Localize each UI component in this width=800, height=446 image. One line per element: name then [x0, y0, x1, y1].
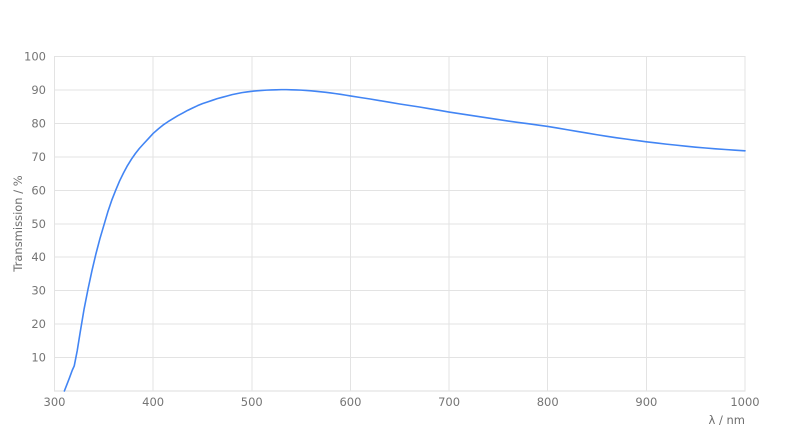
x-tick-label: 500 — [241, 395, 263, 409]
axis-tick-labels: 300 400 500 600 700 800 900 1000 10 20 30 40 50 60 70 8… — [24, 50, 760, 410]
x-tick-label: 600 — [339, 395, 361, 409]
y-tick-label: 80 — [31, 116, 46, 130]
series-line-transmission — [63, 88, 746, 392]
data-series — [63, 88, 746, 392]
y-tick-label: 70 — [31, 150, 46, 164]
y-axis-title: Transmission / % — [11, 175, 25, 272]
y-tick-label: 10 — [31, 351, 46, 365]
x-tick-label: 900 — [635, 395, 657, 409]
x-tick-label: 700 — [438, 395, 460, 409]
y-tick-label: 20 — [31, 317, 46, 331]
x-tick-label: 1000 — [730, 395, 759, 409]
y-tick-label: 50 — [31, 217, 46, 231]
x-axis-title: λ / nm — [709, 413, 745, 427]
grid-lines — [54, 56, 746, 392]
y-tick-label: 90 — [31, 83, 46, 97]
y-tick-label: 100 — [24, 50, 46, 64]
x-tick-label: 400 — [142, 395, 164, 409]
x-tick-label: 300 — [44, 395, 66, 409]
y-tick-label: 40 — [31, 250, 46, 264]
x-tick-label: 800 — [537, 395, 559, 409]
y-tick-label: 60 — [31, 183, 46, 197]
y-tick-label: 30 — [31, 284, 46, 298]
